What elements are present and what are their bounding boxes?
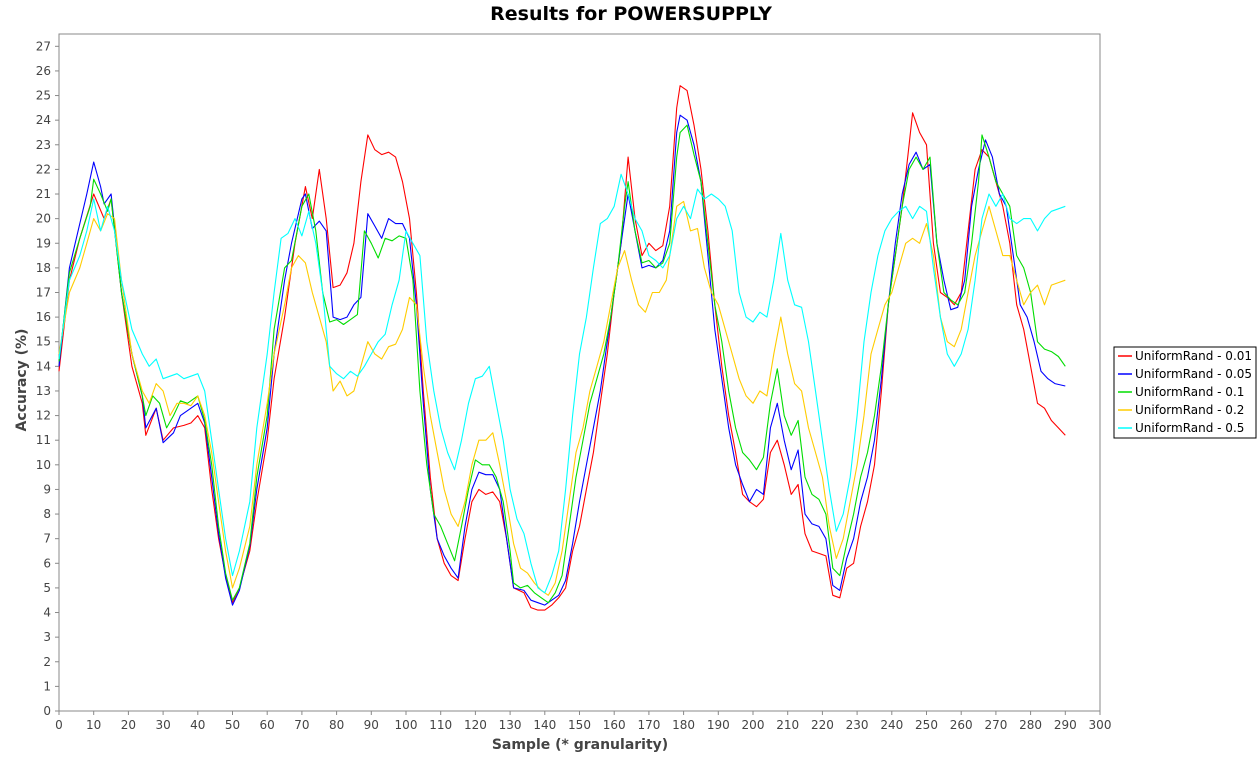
x-tick-label: 30	[155, 718, 170, 732]
series-line-3	[58, 200, 1066, 596]
series-layer	[58, 85, 1066, 611]
x-tick-label: 190	[707, 718, 730, 732]
x-axis: 0 10 20 30 40 50 60 70 80 90 100 110 120 130 140 150 160…	[55, 711, 1111, 732]
y-tick-label: 21	[36, 187, 51, 201]
x-tick-label: 300	[1089, 718, 1112, 732]
y-tick-label: 6	[43, 556, 51, 570]
y-tick-label: 13	[36, 384, 51, 398]
x-tick-label: 130	[499, 718, 522, 732]
y-tick-label: 19	[36, 236, 51, 250]
x-tick-label: 70	[294, 718, 309, 732]
y-tick-label: 12	[36, 409, 51, 423]
x-tick-label: 10	[86, 718, 101, 732]
y-tick-label: 26	[36, 64, 51, 78]
y-tick-label: 0	[43, 704, 51, 718]
y-tick-label: 7	[43, 532, 51, 546]
x-tick-label: 220	[811, 718, 834, 732]
x-tick-label: 290	[1054, 718, 1077, 732]
y-tick-label: 23	[36, 138, 51, 152]
x-tick-label: 280	[1019, 718, 1042, 732]
x-tick-label: 20	[121, 718, 136, 732]
legend-item-label: UniformRand - 0.05	[1135, 367, 1252, 381]
y-tick-label: 8	[43, 507, 51, 521]
x-tick-label: 160	[603, 718, 626, 732]
y-tick-label: 1	[43, 679, 51, 693]
x-tick-label: 200	[742, 718, 765, 732]
y-tick-label: 22	[36, 162, 51, 176]
y-tick-label: 11	[36, 433, 51, 447]
legend-item-label: UniformRand - 0.5	[1135, 421, 1244, 435]
x-tick-label: 100	[395, 718, 418, 732]
x-tick-label: 90	[364, 718, 379, 732]
y-tick-label: 4	[43, 606, 51, 620]
x-tick-label: 180	[672, 718, 695, 732]
legend-item-label: UniformRand - 0.2	[1135, 403, 1244, 417]
x-tick-label: 270	[984, 718, 1007, 732]
y-tick-label: 17	[36, 285, 51, 299]
plot-area	[58, 33, 1101, 712]
y-tick-label: 3	[43, 630, 51, 644]
x-tick-label: 0	[55, 718, 63, 732]
x-tick-label: 150	[568, 718, 591, 732]
y-tick-label: 2	[43, 655, 51, 669]
x-tick-label: 260	[950, 718, 973, 732]
y-axis: 0123456789101112131415161718192021222324…	[36, 39, 59, 718]
x-axis-label: Sample (* granularity)	[492, 737, 668, 753]
x-tick-label: 240	[880, 718, 903, 732]
legend-box	[1113, 346, 1257, 439]
x-tick-label: 250	[915, 718, 938, 732]
series-line-4	[58, 173, 1066, 594]
chart-title: Results for POWERSUPPLY	[490, 3, 772, 25]
y-tick-label: 9	[43, 482, 51, 496]
y-tick-label: 10	[36, 458, 51, 472]
x-tick-label: 80	[329, 718, 344, 732]
x-tick-label: 110	[429, 718, 452, 732]
y-tick-label: 25	[36, 89, 51, 103]
y-tick-label: 18	[36, 261, 51, 275]
x-tick-label: 170	[637, 718, 660, 732]
legend-item-label: UniformRand - 0.1	[1135, 385, 1244, 399]
x-tick-label: 40	[190, 718, 205, 732]
y-tick-label: 15	[36, 335, 51, 349]
y-tick-label: 27	[36, 39, 51, 53]
y-tick-label: 5	[43, 581, 51, 595]
y-axis-label: Accuracy (%)	[14, 329, 30, 432]
legend-item-label: UniformRand - 0.01	[1135, 349, 1252, 363]
legend: UniformRand - 0.01 UniformRand - 0.05 Unif…	[1113, 346, 1257, 439]
x-tick-label: 60	[260, 718, 275, 732]
y-tick-label: 20	[36, 212, 51, 226]
series-line-2	[58, 124, 1066, 604]
x-tick-label: 120	[464, 718, 487, 732]
series-line-0	[58, 85, 1066, 611]
x-tick-label: 210	[776, 718, 799, 732]
y-tick-label: 24	[36, 113, 51, 127]
x-tick-label: 50	[225, 718, 240, 732]
x-tick-label: 230	[846, 718, 869, 732]
y-tick-label: 14	[36, 359, 51, 373]
y-tick-label: 16	[36, 310, 51, 324]
x-tick-label: 140	[533, 718, 556, 732]
